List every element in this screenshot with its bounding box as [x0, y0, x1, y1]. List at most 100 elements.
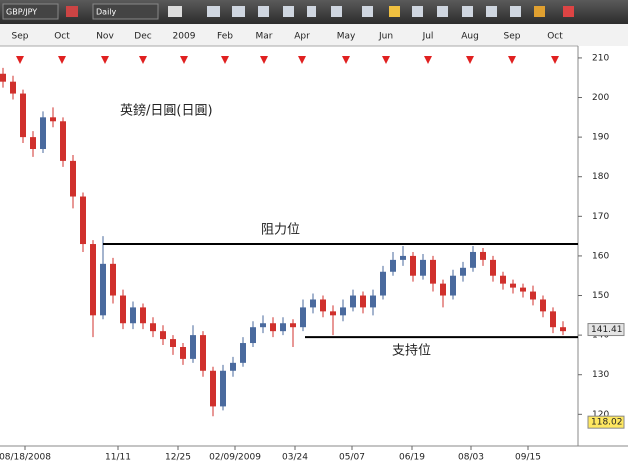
candle-body — [280, 323, 286, 332]
candle-body — [420, 259, 426, 276]
candle-body — [50, 117, 56, 122]
toolbar-icon[interactable] — [283, 6, 294, 17]
toolbar-icon[interactable] — [412, 6, 423, 17]
candle-body — [60, 121, 66, 161]
x-tick-label: 09/15 — [515, 453, 541, 463]
month-marker — [101, 56, 109, 64]
month-marker — [466, 56, 474, 64]
toolbar-icon[interactable] — [66, 6, 78, 17]
candle-body — [120, 295, 126, 324]
month-label: Oct — [54, 32, 70, 42]
candle-body — [500, 275, 506, 284]
x-tick-label: 03/24 — [282, 453, 308, 463]
candle-body — [440, 283, 446, 296]
toolbar-icon[interactable] — [307, 6, 316, 17]
month-marker — [16, 56, 24, 64]
candle-body — [10, 81, 16, 94]
toolbar-icon[interactable] — [462, 6, 473, 17]
y-tick-label: 180 — [592, 172, 609, 182]
x-tick-label: 05/07 — [339, 453, 365, 463]
candle-body — [540, 299, 546, 312]
y-tick-label: 170 — [592, 212, 609, 222]
candle-body — [410, 255, 416, 276]
level-label: 支持位 — [392, 344, 431, 359]
month-label: Sep — [12, 32, 29, 42]
candle-body — [230, 362, 236, 371]
candle-body — [460, 267, 466, 276]
month-label: Jun — [378, 32, 393, 42]
candle-body — [0, 73, 6, 82]
candle-body — [350, 295, 356, 308]
toolbar-icon[interactable] — [510, 6, 521, 17]
x-tick-label: 12/25 — [165, 453, 191, 463]
month-label: Aug — [461, 32, 479, 42]
month-strip — [0, 24, 628, 46]
month-label: Dec — [134, 32, 151, 42]
toolbar-icon[interactable] — [168, 6, 182, 17]
y-tick-label: 200 — [592, 93, 609, 103]
toolbar-icons — [207, 6, 574, 17]
month-marker — [342, 56, 350, 64]
candle-body — [80, 196, 86, 245]
toolbar-icon[interactable] — [437, 6, 448, 17]
candle-body — [480, 251, 486, 260]
candle-body — [240, 343, 246, 363]
candle-body — [30, 137, 36, 149]
toolbar-icon[interactable] — [258, 6, 269, 17]
candle-body — [40, 117, 46, 149]
candle-body — [470, 251, 476, 268]
candle-body — [550, 311, 556, 328]
price-label: 118.02 — [591, 418, 623, 428]
candle-body — [170, 339, 176, 347]
candle-body — [180, 347, 186, 359]
candle-body — [20, 93, 26, 138]
candle-body — [330, 311, 336, 316]
period-dropdown[interactable] — [92, 3, 159, 20]
price-box — [587, 415, 625, 429]
candle-body — [150, 323, 156, 332]
candle-body — [560, 327, 566, 332]
month-marker — [221, 56, 229, 64]
month-marker — [139, 56, 147, 64]
toolbar-icon[interactable] — [232, 6, 245, 17]
x-tick-label: 02/09/2009 — [209, 453, 261, 463]
candle-body — [100, 263, 106, 316]
symbol-dropdown[interactable] — [2, 3, 59, 20]
y-tick-label: 120 — [592, 410, 609, 420]
month-marker — [382, 56, 390, 64]
y-tick-label: 130 — [592, 370, 609, 380]
toolbar-icon[interactable] — [207, 6, 220, 17]
toolbar-icon[interactable] — [331, 6, 342, 17]
candle-body — [130, 307, 136, 324]
candle-body — [260, 323, 266, 328]
month-marker — [58, 56, 66, 64]
month-marker — [508, 56, 516, 64]
x-tick-label: 06/19 — [399, 453, 425, 463]
month-marker — [551, 56, 559, 64]
y-tick-label: 190 — [592, 133, 609, 143]
y-tick-label: 160 — [592, 251, 609, 261]
candle-body — [380, 271, 386, 296]
month-label: Nov — [96, 32, 114, 42]
candle-body — [110, 263, 116, 296]
toolbar-icon[interactable] — [362, 6, 373, 17]
toolbar-icon[interactable] — [389, 6, 400, 17]
toolbar-icon[interactable] — [563, 6, 574, 17]
candle-body — [520, 287, 526, 292]
candle-body — [270, 323, 276, 332]
candle-body — [400, 255, 406, 260]
month-marker — [298, 56, 306, 64]
price-label: 141.41 — [591, 325, 623, 335]
month-marker — [424, 56, 432, 64]
month-marker — [260, 56, 268, 64]
candle-body — [300, 307, 306, 328]
candle-body — [530, 291, 536, 300]
candle-body — [490, 259, 496, 276]
candle-body — [70, 160, 76, 197]
month-label: Feb — [217, 32, 233, 42]
toolbar-icon[interactable] — [534, 6, 545, 17]
toolbar-icon[interactable] — [486, 6, 497, 17]
